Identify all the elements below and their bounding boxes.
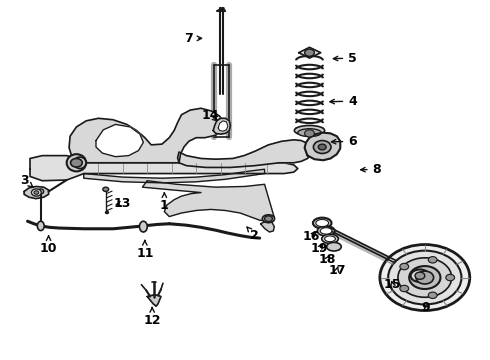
Circle shape <box>103 187 109 192</box>
Text: 13: 13 <box>113 197 130 210</box>
Text: 15: 15 <box>384 278 401 291</box>
Text: 9: 9 <box>421 301 430 314</box>
Circle shape <box>380 244 470 311</box>
Text: 2: 2 <box>247 227 259 242</box>
Circle shape <box>34 191 39 194</box>
Polygon shape <box>143 181 274 221</box>
Circle shape <box>265 216 272 222</box>
Polygon shape <box>96 125 144 157</box>
Text: 17: 17 <box>328 264 345 277</box>
Ellipse shape <box>316 220 329 226</box>
Text: 10: 10 <box>40 236 57 255</box>
Polygon shape <box>261 220 274 232</box>
Circle shape <box>400 285 409 292</box>
Text: 5: 5 <box>333 51 357 64</box>
Ellipse shape <box>262 215 274 223</box>
Circle shape <box>388 251 462 305</box>
Circle shape <box>318 144 326 150</box>
Polygon shape <box>213 118 230 134</box>
Ellipse shape <box>327 242 341 251</box>
Polygon shape <box>177 140 311 167</box>
Polygon shape <box>24 186 49 199</box>
Ellipse shape <box>325 236 335 242</box>
Ellipse shape <box>74 157 86 168</box>
Text: 11: 11 <box>136 240 153 260</box>
Ellipse shape <box>322 234 338 243</box>
Circle shape <box>305 49 315 56</box>
Ellipse shape <box>67 154 86 171</box>
Polygon shape <box>84 169 265 183</box>
Text: 8: 8 <box>361 163 381 176</box>
Circle shape <box>398 258 452 297</box>
Text: 19: 19 <box>311 242 328 255</box>
Ellipse shape <box>37 221 44 230</box>
Polygon shape <box>147 295 161 306</box>
Ellipse shape <box>411 270 429 282</box>
Text: 1: 1 <box>160 193 169 212</box>
Circle shape <box>428 257 437 263</box>
Polygon shape <box>30 156 298 181</box>
Ellipse shape <box>140 221 147 232</box>
Circle shape <box>409 266 441 289</box>
Polygon shape <box>305 133 340 160</box>
Circle shape <box>446 274 455 281</box>
Ellipse shape <box>318 226 335 236</box>
Polygon shape <box>299 47 321 58</box>
Ellipse shape <box>320 228 332 234</box>
Circle shape <box>400 264 409 270</box>
Text: 6: 6 <box>331 135 357 148</box>
Circle shape <box>71 158 82 167</box>
Text: 7: 7 <box>184 32 201 45</box>
Circle shape <box>31 189 41 196</box>
Ellipse shape <box>313 218 331 228</box>
Text: 14: 14 <box>202 109 220 122</box>
Circle shape <box>416 271 434 284</box>
Circle shape <box>428 292 437 298</box>
Circle shape <box>415 272 425 279</box>
Text: 18: 18 <box>318 253 336 266</box>
Circle shape <box>314 140 331 153</box>
Text: 4: 4 <box>330 95 357 108</box>
Circle shape <box>305 130 315 137</box>
Ellipse shape <box>294 126 325 135</box>
Text: 3: 3 <box>20 174 33 188</box>
Polygon shape <box>218 121 228 131</box>
Text: 16: 16 <box>302 230 319 243</box>
Polygon shape <box>69 108 224 163</box>
Ellipse shape <box>38 189 44 194</box>
Text: 12: 12 <box>144 308 161 327</box>
Ellipse shape <box>298 129 321 136</box>
